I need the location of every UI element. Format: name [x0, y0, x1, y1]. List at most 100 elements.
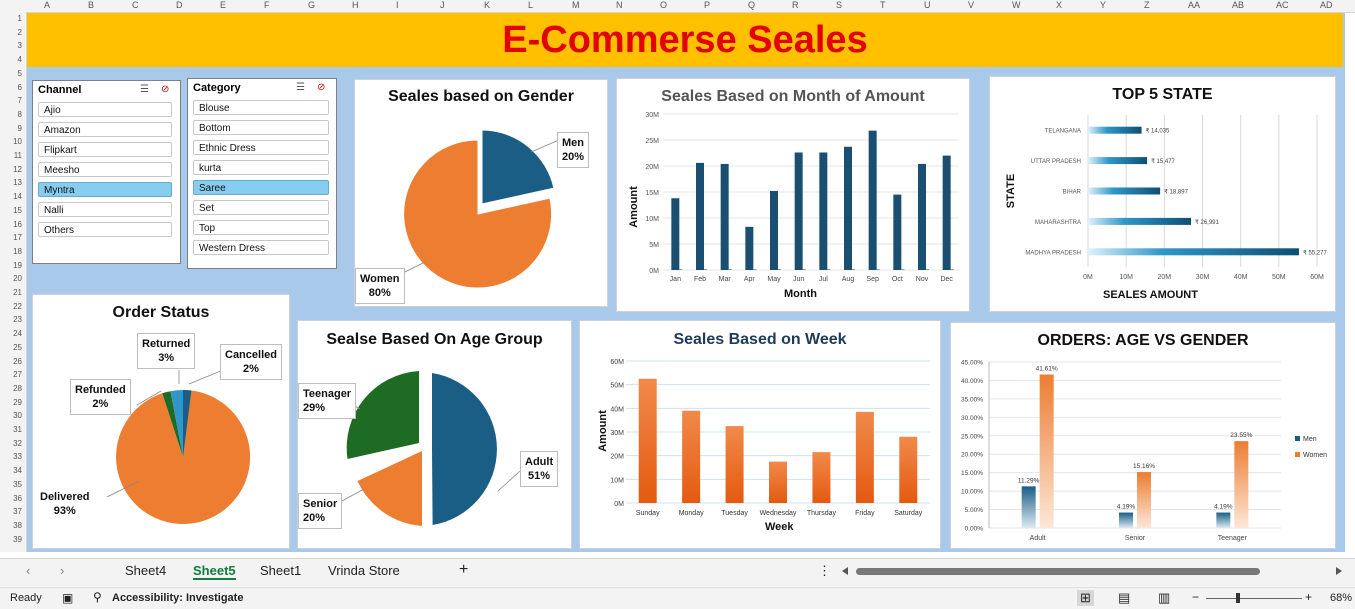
page-layout-icon[interactable]: ▤	[1118, 590, 1131, 605]
row-header[interactable]: 1	[17, 14, 22, 23]
column-header[interactable]: X	[1056, 0, 1063, 10]
column-header[interactable]: I	[396, 0, 399, 10]
row-header[interactable]: 26	[13, 356, 22, 366]
zoom-slider[interactable]	[1206, 593, 1302, 603]
row-header[interactable]: 21	[13, 288, 22, 297]
row-header[interactable]: 19	[13, 260, 22, 270]
slicer-item[interactable]: Others	[38, 222, 172, 237]
clear-filter-icon[interactable]: ⊘	[317, 82, 326, 93]
scroll-tabs-right-icon[interactable]: ›	[60, 563, 65, 578]
slicer-item[interactable]: Ethnic Dress	[193, 140, 329, 155]
slicer-item[interactable]: Set	[193, 200, 329, 215]
row-header[interactable]: 27	[13, 370, 22, 380]
multi-select-icon[interactable]: ☰	[140, 84, 149, 95]
row-header[interactable]: 29	[13, 397, 22, 407]
row-header[interactable]: 28	[13, 383, 22, 393]
column-header[interactable]: D	[176, 0, 183, 10]
macro-icon[interactable]: ▣	[62, 591, 74, 605]
age-vs-gender-chart[interactable]: ORDERS: AGE VS GENDER 0.00% 5.00% 10.00% 15…	[950, 322, 1336, 549]
row-header[interactable]: 24	[13, 329, 22, 339]
column-header[interactable]: P	[704, 0, 711, 10]
slicer-item[interactable]: Top	[193, 220, 329, 235]
scroll-right-icon[interactable]	[1336, 567, 1342, 575]
column-header[interactable]: V	[968, 0, 975, 10]
column-header[interactable]: Q	[748, 0, 756, 10]
zoom-level[interactable]: 68%	[1330, 592, 1353, 604]
category-slicer[interactable]: Category ☰ ⊘ Blouse Bottom Ethnic Dress kur…	[187, 78, 337, 269]
column-header[interactable]: B	[88, 0, 95, 10]
row-header[interactable]: 2	[17, 27, 22, 37]
column-header[interactable]: C	[132, 0, 139, 10]
order-status-chart[interactable]: Order Status Returned 3% Cancelled 2% Re…	[32, 294, 290, 549]
slicer-item[interactable]: Flipkart	[38, 142, 172, 157]
week-chart[interactable]: Seales Based on Week 0M 10M 20M 30M 40M 50M 60…	[579, 320, 941, 549]
row-header[interactable]: 3	[17, 41, 22, 51]
row-header[interactable]: 17	[13, 233, 22, 243]
row-header[interactable]: 8	[17, 109, 22, 119]
row-header[interactable]: 10	[13, 137, 22, 147]
slicer-item[interactable]: Blouse	[193, 100, 329, 115]
sheet-tab[interactable]: Sheet4	[125, 563, 167, 578]
row-header[interactable]: 22	[13, 301, 22, 311]
slicer-item[interactable]: Ajio	[38, 102, 172, 117]
column-header[interactable]: R	[792, 0, 799, 10]
row-header[interactable]: 37	[13, 507, 22, 517]
column-header[interactable]: T	[880, 0, 886, 10]
accessibility-status[interactable]: Accessibility: Investigate	[112, 592, 244, 604]
top5-state-chart[interactable]: TOP 5 STATE 0M 10M 20M 30M 40M 50M 60M TELANGAN…	[989, 76, 1336, 312]
slicer-item[interactable]: Western Dress	[193, 240, 329, 255]
row-header[interactable]: 18	[13, 246, 22, 256]
normal-view-icon[interactable]: ⊞	[1077, 590, 1094, 606]
slicer-item[interactable]: Meesho	[38, 162, 172, 177]
column-header[interactable]: AB	[1232, 0, 1245, 10]
slicer-item[interactable]: Myntra	[38, 182, 172, 197]
sheet-tab-active[interactable]: Sheet5	[193, 563, 236, 580]
row-header[interactable]: 7	[17, 96, 22, 106]
row-header[interactable]: 9	[17, 123, 22, 133]
column-header[interactable]: K	[484, 0, 491, 10]
row-header[interactable]: 14	[13, 192, 22, 202]
row-header[interactable]: 38	[13, 520, 22, 530]
row-header[interactable]: 16	[13, 219, 22, 229]
page-break-icon[interactable]: ▥	[1158, 590, 1171, 605]
column-header[interactable]: N	[616, 0, 623, 10]
row-header[interactable]: 20	[13, 274, 22, 284]
column-header[interactable]: G	[308, 0, 316, 10]
row-header[interactable]: 36	[13, 493, 22, 503]
slicer-item[interactable]: Bottom	[193, 120, 329, 135]
row-header[interactable]: 6	[17, 82, 22, 92]
row-header[interactable]: 5	[17, 68, 22, 78]
slicer-item[interactable]: Nalli	[38, 202, 172, 217]
sheet-tab[interactable]: Sheet1	[260, 563, 302, 578]
column-header[interactable]: L	[528, 0, 534, 10]
row-header[interactable]: 35	[13, 479, 22, 489]
row-header[interactable]: 11	[13, 151, 22, 160]
row-header[interactable]: 25	[13, 342, 22, 352]
column-header[interactable]: Y	[1100, 0, 1107, 10]
column-header[interactable]: A	[44, 0, 51, 10]
row-header[interactable]: 33	[13, 452, 22, 462]
scrollbar-thumb[interactable]	[856, 568, 1260, 575]
column-header[interactable]: E	[220, 0, 227, 10]
zoom-slider-thumb[interactable]	[1236, 593, 1240, 603]
zoom-out-icon[interactable]: −	[1192, 590, 1200, 604]
scroll-left-icon[interactable]	[842, 567, 848, 575]
row-header[interactable]: 34	[13, 466, 22, 476]
column-header[interactable]: M	[572, 0, 580, 10]
month-chart[interactable]: Seales Based on Month of Amount 0M 5M 10M 1…	[616, 78, 970, 312]
column-header[interactable]: U	[924, 0, 931, 10]
slicer-item[interactable]: Amazon	[38, 122, 172, 137]
row-header[interactable]: 30	[13, 411, 22, 421]
row-header[interactable]: 39	[13, 534, 22, 544]
clear-filter-icon[interactable]: ⊘	[161, 84, 170, 95]
column-header[interactable]: J	[440, 0, 445, 10]
channel-slicer[interactable]: Channel ☰ ⊘ Ajio Amazon Flipkart Meesho Mynt…	[32, 80, 181, 264]
row-header[interactable]: 12	[13, 164, 22, 174]
gender-chart[interactable]: Seales based on Gender Men 20% Women 80%	[354, 79, 608, 307]
column-header[interactable]: AC	[1276, 0, 1289, 10]
zoom-in-icon[interactable]: +	[1305, 590, 1313, 604]
column-header[interactable]: W	[1012, 0, 1021, 10]
column-header[interactable]: Z	[1144, 0, 1150, 10]
column-header[interactable]: S	[836, 0, 843, 10]
row-header[interactable]: 31	[13, 425, 22, 434]
